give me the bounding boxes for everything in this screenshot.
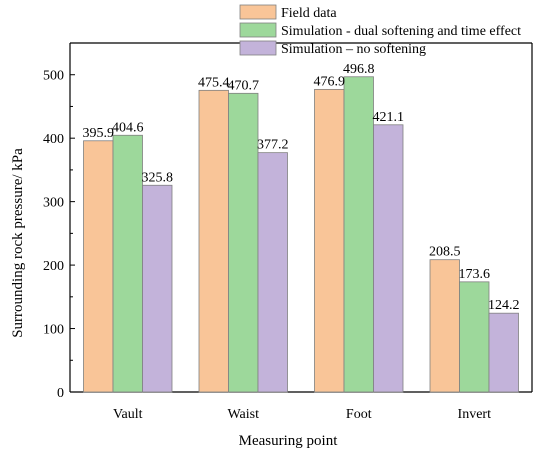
x-tick-label-waist: Waist bbox=[227, 407, 259, 422]
data-label: 496.8 bbox=[343, 62, 375, 77]
x-axis-title: Measuring point bbox=[239, 433, 339, 449]
bars bbox=[83, 76, 519, 393]
bar-foot-series-2 bbox=[343, 76, 374, 393]
bar-vault-series-1 bbox=[83, 140, 114, 393]
legend-swatch-2 bbox=[239, 22, 277, 38]
y-tick-label: 100 bbox=[43, 323, 64, 338]
y-tick-label: 500 bbox=[43, 69, 64, 84]
bar-foot-series-3 bbox=[373, 124, 404, 393]
data-label: 421.1 bbox=[373, 110, 405, 125]
y-tick-label: 200 bbox=[43, 259, 64, 274]
data-label: 470.7 bbox=[228, 78, 260, 93]
data-label: 325.8 bbox=[142, 170, 174, 185]
y-tick-label: 300 bbox=[43, 196, 64, 211]
bar-vault-series-2 bbox=[112, 134, 143, 393]
data-label: 404.6 bbox=[112, 120, 144, 135]
bar-waist-series-2 bbox=[228, 92, 259, 393]
legend-label-2: Simulation - dual softening and time eff… bbox=[281, 24, 521, 39]
x-tick-label-invert: Invert bbox=[458, 407, 492, 422]
legend-label-1: Field data bbox=[281, 6, 337, 21]
data-label: 208.5 bbox=[429, 245, 461, 260]
bar-invert-series-3 bbox=[488, 312, 519, 393]
legend: Field data Simulation - dual softening an… bbox=[239, 4, 521, 57]
data-label: 476.9 bbox=[314, 74, 346, 89]
data-label: 377.2 bbox=[257, 138, 289, 153]
bar-waist-series-1 bbox=[198, 89, 229, 393]
data-label: 124.2 bbox=[488, 298, 520, 313]
legend-swatch-3 bbox=[239, 40, 277, 56]
y-tick-label: 400 bbox=[43, 132, 64, 147]
data-label: 173.6 bbox=[459, 267, 491, 282]
bar-invert-series-1 bbox=[429, 259, 460, 393]
data-label: 475.4 bbox=[198, 75, 230, 90]
bar-waist-series-3 bbox=[257, 152, 288, 393]
y-tick-label: 0 bbox=[57, 386, 64, 401]
axes: 0 100 200 300 400 500 Vault Waist Foot Invert bbox=[43, 42, 533, 422]
y-axis-title: Surrounding rock pressure/ kPa bbox=[10, 148, 26, 338]
bar-foot-series-1 bbox=[314, 88, 345, 393]
bar-invert-series-2 bbox=[459, 281, 490, 393]
data-label: 395.9 bbox=[83, 126, 115, 141]
legend-label-3: Simulation – no softening bbox=[281, 42, 426, 57]
x-tick-label-vault: Vault bbox=[113, 407, 143, 422]
bar-vault-series-3 bbox=[142, 184, 173, 393]
legend-swatch-1 bbox=[239, 4, 277, 20]
x-tick-label-foot: Foot bbox=[346, 407, 372, 422]
